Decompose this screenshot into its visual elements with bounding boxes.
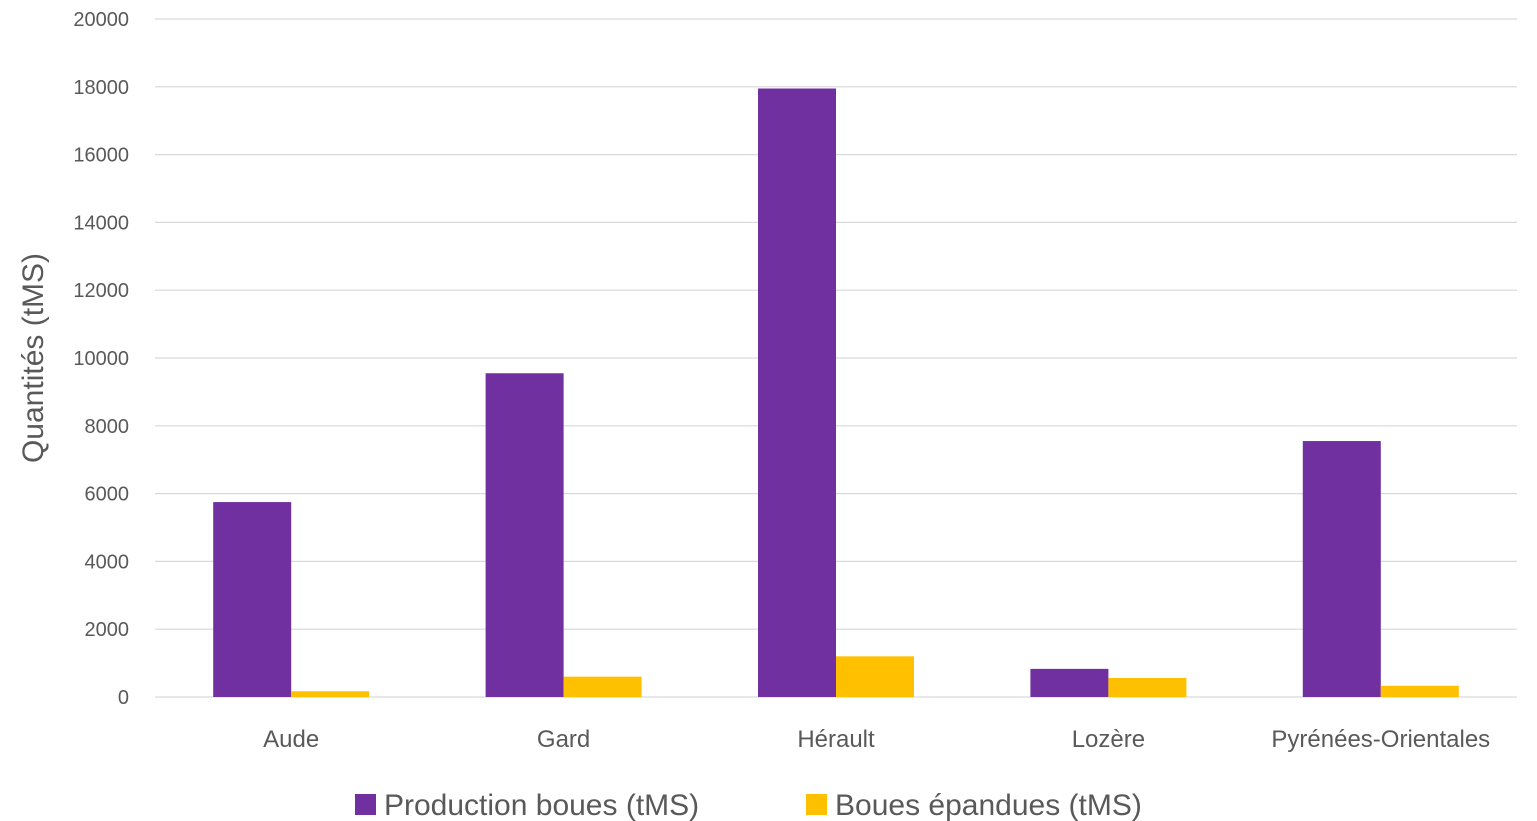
y-axis-label: Quantités (tMS) — [17, 253, 50, 463]
y-tick-label: 16000 — [73, 145, 129, 167]
bar-production-1 — [485, 373, 564, 697]
bars — [213, 88, 1459, 698]
bar-production-4 — [1302, 441, 1381, 697]
y-tick-label: 18000 — [73, 77, 129, 99]
legend-label: Production boues (tMS) — [384, 789, 699, 821]
y-tick-label: 8000 — [85, 416, 130, 438]
bar-epandues-1 — [563, 676, 642, 697]
legend-swatch — [806, 794, 827, 815]
bar-epandues-0 — [291, 691, 370, 697]
bar-production-2 — [758, 88, 836, 698]
bar-epandues-3 — [1108, 678, 1187, 697]
bar-epandues-4 — [1380, 685, 1459, 697]
y-tick-label: 4000 — [85, 551, 130, 573]
y-tick-label: 2000 — [85, 619, 130, 641]
y-tick-label: 10000 — [73, 348, 129, 370]
x-category-label: Hérault — [797, 726, 875, 753]
y-tick-label: 0 — [118, 687, 129, 709]
y-tick-label: 6000 — [85, 484, 130, 506]
x-category-label: Aude — [263, 726, 319, 753]
bar-production-3 — [1030, 668, 1109, 697]
bar-production-0 — [213, 502, 292, 697]
legend-swatch — [355, 794, 376, 815]
bar-epandues-2 — [836, 656, 914, 697]
x-category-label: Pyrénées-Orientales — [1271, 726, 1490, 753]
x-axis-categories: Aude Gard Hérault Lozère Pyrénées-Orientales — [263, 726, 1490, 753]
y-axis-ticks: 0 2000 4000 6000 8000 10000 12000 14000 16000 180… — [73, 9, 129, 709]
x-category-label: Gard — [537, 726, 590, 753]
legend-label: Boues épandues (tMS) — [835, 789, 1142, 821]
legend: Production boues (tMS) Boues épandues (tM… — [355, 789, 1142, 821]
y-tick-label: 12000 — [73, 280, 129, 302]
x-category-label: Lozère — [1072, 726, 1145, 753]
y-tick-label: 20000 — [73, 9, 129, 31]
y-tick-label: 14000 — [73, 212, 129, 234]
